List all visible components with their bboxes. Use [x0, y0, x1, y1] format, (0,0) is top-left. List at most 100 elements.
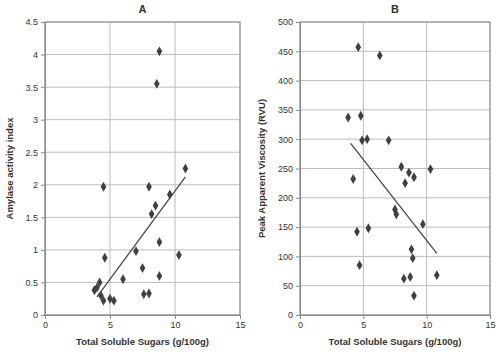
grid-line-y: [300, 285, 490, 286]
y-axis: 050100150200250300350400450500: [278, 17, 301, 320]
point: [407, 272, 413, 282]
point: [410, 253, 416, 263]
tick-label: 350: [278, 105, 293, 115]
tick-mark: [296, 286, 300, 287]
grid-line-y: [300, 256, 490, 257]
tick-mark: [41, 87, 45, 88]
panel: 051015050100150200250300350400450500BTot…: [256, 3, 495, 347]
tick-label: 200: [278, 193, 293, 203]
plot-frame: [45, 22, 240, 315]
point: [157, 46, 163, 56]
tick-label: 100: [278, 252, 293, 262]
point: [420, 219, 426, 229]
point: [140, 263, 146, 273]
tick-label: 3.5: [25, 82, 38, 92]
grid-line-x: [175, 22, 176, 315]
tick: 100: [278, 252, 300, 262]
x-axis-title: Total Soluble Sugars (g/100g): [76, 336, 209, 347]
tick-label: 2.5: [25, 148, 38, 158]
tick-mark: [175, 315, 176, 319]
tick-label: 1.5: [25, 213, 38, 223]
point: [157, 271, 163, 281]
tick: 10: [422, 315, 432, 330]
point: [157, 237, 163, 247]
tick: 5: [108, 315, 113, 330]
point: [133, 246, 139, 256]
grid-line-y: [45, 119, 240, 120]
tick-mark: [110, 315, 111, 319]
tick: 0: [298, 315, 303, 330]
point: [146, 182, 152, 192]
axis-line: [46, 316, 241, 320]
tick-mark: [363, 315, 364, 319]
point: [428, 164, 434, 174]
tick: 450: [278, 47, 300, 57]
point: [409, 244, 415, 254]
tick-mark: [296, 198, 300, 199]
x-axis-title: Total Soluble Sugars (g/100g): [329, 336, 462, 347]
tick: 4: [33, 50, 45, 60]
tick-label: 300: [278, 135, 293, 145]
tick-label: 2: [33, 180, 38, 190]
tick-label: 10: [170, 320, 180, 330]
point: [120, 274, 126, 284]
point: [345, 113, 351, 123]
tick-mark: [296, 51, 300, 52]
tick-label: 50: [283, 281, 293, 291]
tick-mark: [41, 22, 45, 23]
tick: 15: [485, 315, 495, 330]
tick-label: 1: [33, 245, 38, 255]
point: [355, 42, 361, 52]
grid-line-y: [45, 54, 240, 55]
tick-mark: [296, 227, 300, 228]
tick-label: 4: [33, 50, 38, 60]
tick-mark: [41, 250, 45, 251]
tick-label: 5: [361, 320, 366, 330]
point: [101, 182, 107, 192]
tick: 400: [278, 76, 300, 86]
grid-line-x: [110, 22, 111, 315]
tick: 500: [278, 17, 300, 27]
tick-mark: [296, 315, 300, 316]
grid-line-y: [300, 80, 490, 81]
point: [366, 223, 372, 233]
tick: 0: [288, 310, 300, 320]
point: [358, 111, 364, 121]
tick: 3.5: [25, 82, 45, 92]
point: [364, 134, 370, 144]
plot-area: [345, 42, 439, 300]
point: [401, 274, 407, 284]
tick: 0: [43, 315, 48, 330]
point: [101, 296, 107, 306]
figure: 05101500.511.522.533.544.5ATotal Soluble…: [0, 0, 500, 356]
grid-line-y: [300, 168, 490, 169]
tick: 5: [361, 315, 366, 330]
tick: 250: [278, 164, 300, 174]
x-axis: 051015: [43, 315, 246, 330]
tick-mark: [41, 217, 45, 218]
tick-mark: [41, 55, 45, 56]
grid-line-y: [300, 109, 490, 110]
axis-line: [296, 23, 301, 316]
tick-mark: [41, 120, 45, 121]
grid-line-y: [300, 197, 490, 198]
tick-label: 0: [43, 320, 48, 330]
grid-line-x: [363, 22, 364, 315]
tick-label: 450: [278, 47, 293, 57]
point: [386, 135, 392, 145]
y-axis-title: Peak Apparent Viscosity (RVU): [256, 99, 267, 238]
trend-line: [351, 143, 437, 253]
axis-line: [41, 23, 46, 316]
tick-label: 400: [278, 76, 293, 86]
point: [97, 278, 103, 288]
point: [102, 253, 108, 263]
y-axis-title: Amylase activity index: [4, 117, 15, 220]
tick-label: 10: [422, 320, 432, 330]
tick-mark: [296, 169, 300, 170]
tick-label: 0.5: [25, 278, 38, 288]
tick: 10: [170, 315, 180, 330]
tick-mark: [41, 315, 45, 316]
tick: 3: [33, 115, 45, 125]
axis-line: [301, 316, 491, 320]
tick-mark: [296, 110, 300, 111]
